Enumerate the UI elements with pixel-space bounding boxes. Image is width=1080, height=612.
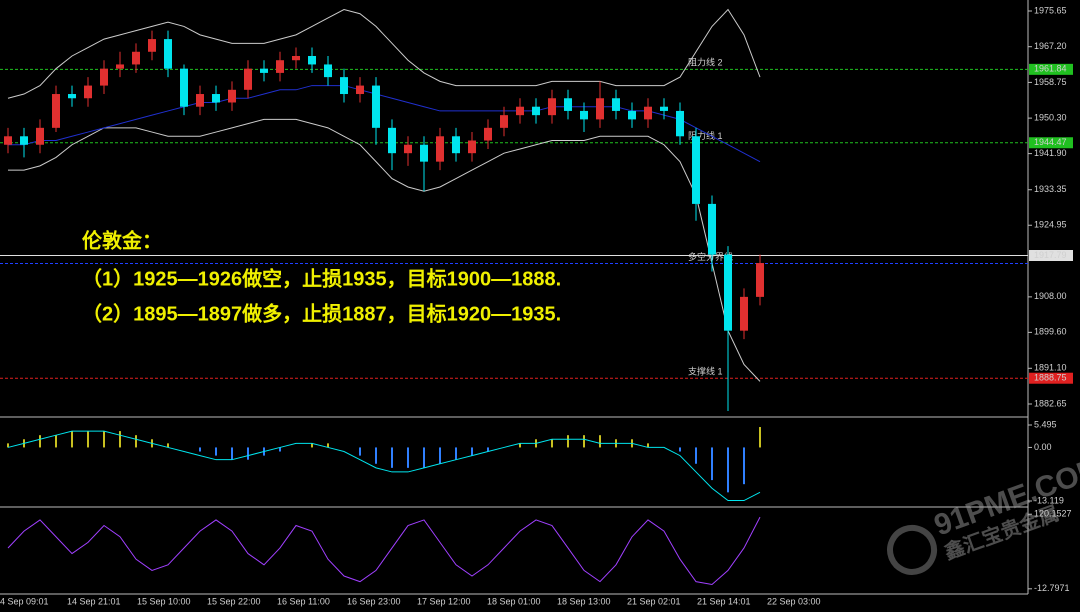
x-tick-label: 15 Sep 22:00 (207, 596, 261, 606)
level-name: 阻力线 1 (688, 130, 723, 141)
candle-body (724, 254, 732, 331)
candle-body (644, 106, 652, 120)
level-box-label: 1944.47 (1034, 137, 1067, 147)
y-tick-label: 1933.35 (1034, 184, 1067, 194)
candle-body (4, 136, 12, 145)
x-tick-label: 16 Sep 11:00 (277, 596, 330, 606)
candle-body (356, 85, 364, 95)
candle-body (676, 110, 684, 137)
y-tick-label: 0.00 (1034, 442, 1052, 452)
level-box (1029, 63, 1073, 75)
x-tick-label: 18 Sep 01:00 (487, 596, 541, 606)
annotation: 伦敦金： (82, 228, 162, 252)
x-tick-label: 4 Sep 09:01 (0, 596, 49, 606)
y-tick-label: 1967.20 (1034, 41, 1067, 51)
x-tick-label: 16 Sep 23:00 (347, 596, 401, 606)
level-box-label: 1917.79 (1034, 250, 1067, 260)
candle-body (52, 94, 60, 128)
level-name: 支撑线 1 (688, 366, 723, 377)
candle-body (148, 39, 156, 52)
candle-body (244, 68, 252, 90)
y-tick-label: -12.7971 (1034, 583, 1070, 593)
candle-body (740, 296, 748, 331)
oscillator-line (7, 516, 761, 585)
candle-body (756, 263, 764, 297)
annotation: （2）1895—1897做多，止损1887，目标1920—1935. (82, 301, 561, 325)
candle-body (68, 94, 76, 99)
x-tick-label: 17 Sep 12:00 (417, 596, 471, 606)
x-tick-label: 21 Sep 14:01 (697, 596, 751, 606)
y-tick-label: 1891.10 (1034, 363, 1067, 373)
candle-body (372, 85, 380, 128)
candle-body (340, 77, 348, 95)
candle-body (180, 68, 188, 107)
level-box (1029, 249, 1073, 261)
candle-body (36, 127, 44, 145)
y-tick-label: 1975.65 (1034, 5, 1067, 15)
indicator-line (7, 8, 761, 99)
candle-body (580, 110, 588, 120)
candle-body (404, 144, 412, 154)
candle-body (436, 136, 444, 162)
candle-body (292, 55, 300, 61)
annotation: （1）1925—1926做空，止损1935，目标1900—1888. (82, 266, 561, 290)
level-box (1029, 372, 1073, 384)
y-tick-label: -13.119 (1034, 495, 1064, 505)
y-tick-label: 1950.30 (1034, 112, 1067, 122)
candle-body (324, 64, 332, 78)
candle-body (468, 140, 476, 154)
y-tick-label: 1924.95 (1034, 220, 1067, 230)
candle-body (628, 110, 636, 120)
macd-line (7, 430, 761, 502)
candle-body (308, 55, 316, 65)
y-tick-label: 1941.90 (1034, 148, 1067, 158)
candle-body (196, 94, 204, 107)
candle-body (500, 115, 508, 128)
candle-body (596, 98, 604, 120)
candle-body (452, 136, 460, 154)
candle-body (708, 203, 716, 255)
candle-body (484, 127, 492, 141)
y-tick-label: 1882.65 (1034, 398, 1067, 408)
y-tick-label: 1899.60 (1034, 327, 1067, 337)
x-tick-label: 14 Sep 21:01 (67, 596, 121, 606)
y-tick-label: 5.495 (1034, 419, 1057, 429)
indicator-line (8, 118, 761, 382)
candle-body (564, 98, 572, 111)
x-tick-label: 22 Sep 03:00 (767, 596, 821, 606)
candle-body (692, 136, 700, 204)
candle-body (20, 136, 28, 145)
candle-body (388, 127, 396, 154)
candle-body (276, 60, 284, 73)
x-tick-label: 21 Sep 02:01 (627, 596, 681, 606)
y-tick-label: 1908.00 (1034, 291, 1067, 301)
candle-body (612, 98, 620, 111)
level-name: 阻力线 2 (688, 57, 723, 68)
candle-body (420, 144, 428, 162)
candle-body (516, 106, 524, 116)
candle-body (228, 89, 236, 103)
y-tick-label: 120.1527 (1034, 509, 1072, 519)
watermark-logo (887, 524, 938, 575)
level-box (1029, 137, 1073, 149)
candle-body (532, 106, 540, 116)
candle-body (660, 106, 668, 111)
candle-body (132, 51, 140, 65)
x-tick-label: 18 Sep 13:00 (557, 596, 611, 606)
x-tick-label: 15 Sep 10:00 (137, 596, 191, 606)
y-tick-label: 1958.75 (1034, 77, 1067, 87)
candle-body (548, 98, 556, 116)
candle-body (100, 68, 108, 86)
candle-body (164, 39, 172, 69)
candle-body (84, 85, 92, 99)
candle-body (212, 94, 220, 103)
candle-body (116, 64, 124, 69)
level-box-label: 1888.75 (1034, 373, 1067, 383)
level-box-label: 1961.84 (1034, 64, 1067, 74)
candle-body (260, 68, 268, 73)
